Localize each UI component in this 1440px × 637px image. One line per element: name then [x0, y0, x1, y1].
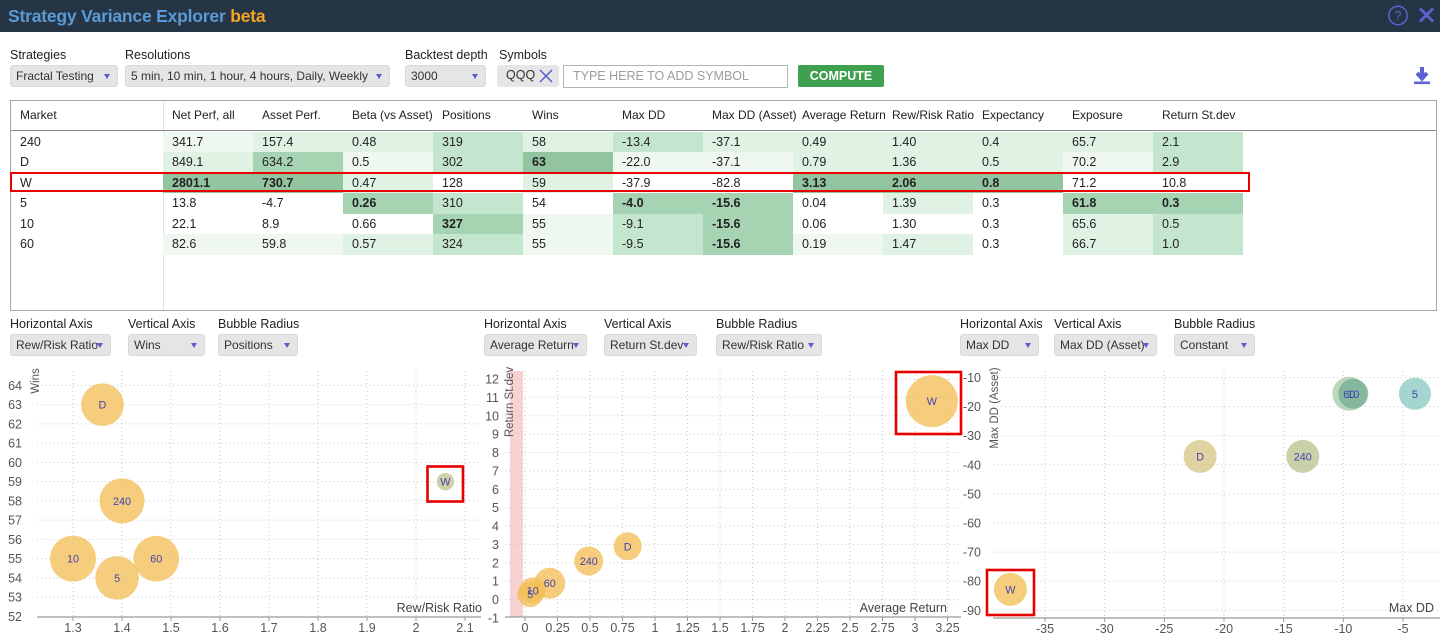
svg-text:Wins: Wins — [30, 368, 42, 394]
svg-text:1.8: 1.8 — [309, 621, 326, 635]
svg-text:-5: -5 — [1397, 622, 1408, 636]
svg-text:57: 57 — [8, 514, 22, 528]
svg-text:Return St.dev: Return St.dev — [504, 367, 516, 438]
svg-text:7: 7 — [492, 464, 499, 478]
svg-text:2: 2 — [782, 621, 789, 635]
svg-text:-50: -50 — [963, 487, 981, 501]
svg-text:60: 60 — [1343, 389, 1355, 401]
svg-text:-20: -20 — [1215, 622, 1233, 636]
svg-text:5: 5 — [492, 501, 499, 515]
svg-text:9: 9 — [492, 428, 499, 442]
svg-text:59: 59 — [8, 475, 22, 489]
svg-text:W: W — [927, 396, 938, 408]
svg-text:-10: -10 — [963, 371, 981, 385]
svg-text:2: 2 — [492, 556, 499, 570]
svg-text:0: 0 — [522, 621, 529, 635]
svg-text:52: 52 — [8, 610, 22, 624]
svg-text:3: 3 — [912, 621, 919, 635]
svg-text:1.5: 1.5 — [162, 621, 179, 635]
svg-text:D: D — [98, 400, 106, 412]
svg-text:1.9: 1.9 — [358, 621, 375, 635]
svg-text:1.5: 1.5 — [711, 621, 728, 635]
svg-text:-30: -30 — [1096, 622, 1114, 636]
svg-text:5: 5 — [527, 589, 533, 601]
svg-text:1.6: 1.6 — [211, 621, 228, 635]
svg-text:60: 60 — [544, 578, 556, 590]
svg-text:Rew/Risk Ratio: Rew/Risk Ratio — [397, 601, 482, 615]
svg-text:0.5: 0.5 — [581, 621, 598, 635]
svg-text:-80: -80 — [963, 575, 981, 589]
svg-text:58: 58 — [8, 494, 22, 508]
svg-text:240: 240 — [1294, 451, 1312, 463]
svg-text:6: 6 — [492, 483, 499, 497]
svg-text:-1: -1 — [488, 611, 499, 625]
svg-text:-90: -90 — [963, 604, 981, 618]
svg-text:1.4: 1.4 — [113, 621, 130, 635]
svg-text:60: 60 — [150, 554, 162, 566]
svg-text:2.25: 2.25 — [805, 621, 829, 635]
svg-text:2: 2 — [413, 621, 420, 635]
svg-text:60: 60 — [8, 456, 22, 470]
svg-text:54: 54 — [8, 571, 22, 585]
svg-text:D: D — [1196, 451, 1204, 463]
svg-text:1.25: 1.25 — [675, 621, 699, 635]
svg-text:-20: -20 — [963, 400, 981, 414]
svg-text:53: 53 — [8, 591, 22, 605]
svg-text:240: 240 — [113, 496, 131, 508]
svg-text:-60: -60 — [963, 517, 981, 531]
svg-text:1: 1 — [652, 621, 659, 635]
svg-text:10: 10 — [485, 409, 499, 423]
svg-text:0: 0 — [492, 593, 499, 607]
svg-text:61: 61 — [8, 437, 22, 451]
svg-text:D: D — [624, 541, 632, 553]
svg-text:Average Return: Average Return — [860, 601, 947, 615]
svg-text:240: 240 — [580, 556, 598, 568]
svg-text:1.3: 1.3 — [64, 621, 81, 635]
svg-text:2.75: 2.75 — [870, 621, 894, 635]
svg-text:3: 3 — [492, 538, 499, 552]
svg-text:W: W — [440, 477, 451, 489]
svg-text:-10: -10 — [1334, 622, 1352, 636]
svg-text:55: 55 — [8, 552, 22, 566]
svg-text:-40: -40 — [963, 458, 981, 472]
svg-text:-15: -15 — [1275, 622, 1293, 636]
svg-text:3.25: 3.25 — [935, 621, 959, 635]
svg-text:-25: -25 — [1155, 622, 1173, 636]
svg-text:1.75: 1.75 — [740, 621, 764, 635]
svg-text:-35: -35 — [1036, 622, 1054, 636]
svg-text:0.75: 0.75 — [610, 621, 634, 635]
svg-text:-70: -70 — [963, 546, 981, 560]
svg-text:62: 62 — [8, 417, 22, 431]
svg-text:56: 56 — [8, 533, 22, 547]
svg-text:-30: -30 — [963, 429, 981, 443]
svg-text:Max DD (Asset): Max DD (Asset) — [989, 367, 1001, 448]
svg-text:Max DD: Max DD — [1389, 601, 1434, 615]
svg-text:W: W — [1005, 584, 1016, 596]
svg-text:5: 5 — [1412, 389, 1418, 401]
svg-text:10: 10 — [1347, 389, 1359, 401]
svg-text:12: 12 — [485, 373, 499, 387]
svg-text:2.5: 2.5 — [841, 621, 858, 635]
svg-text:63: 63 — [8, 398, 22, 412]
svg-text:10: 10 — [527, 585, 539, 597]
svg-text:11: 11 — [486, 391, 499, 405]
svg-text:1.7: 1.7 — [260, 621, 277, 635]
svg-text:4: 4 — [492, 520, 499, 534]
svg-text:5: 5 — [114, 573, 120, 585]
svg-text:1: 1 — [492, 575, 499, 589]
svg-text:?: ? — [1395, 9, 1402, 23]
svg-text:2.1: 2.1 — [456, 621, 473, 635]
svg-text:64: 64 — [8, 379, 22, 393]
svg-text:8: 8 — [492, 446, 499, 460]
svg-text:10: 10 — [67, 554, 79, 566]
svg-text:0.25: 0.25 — [545, 621, 569, 635]
